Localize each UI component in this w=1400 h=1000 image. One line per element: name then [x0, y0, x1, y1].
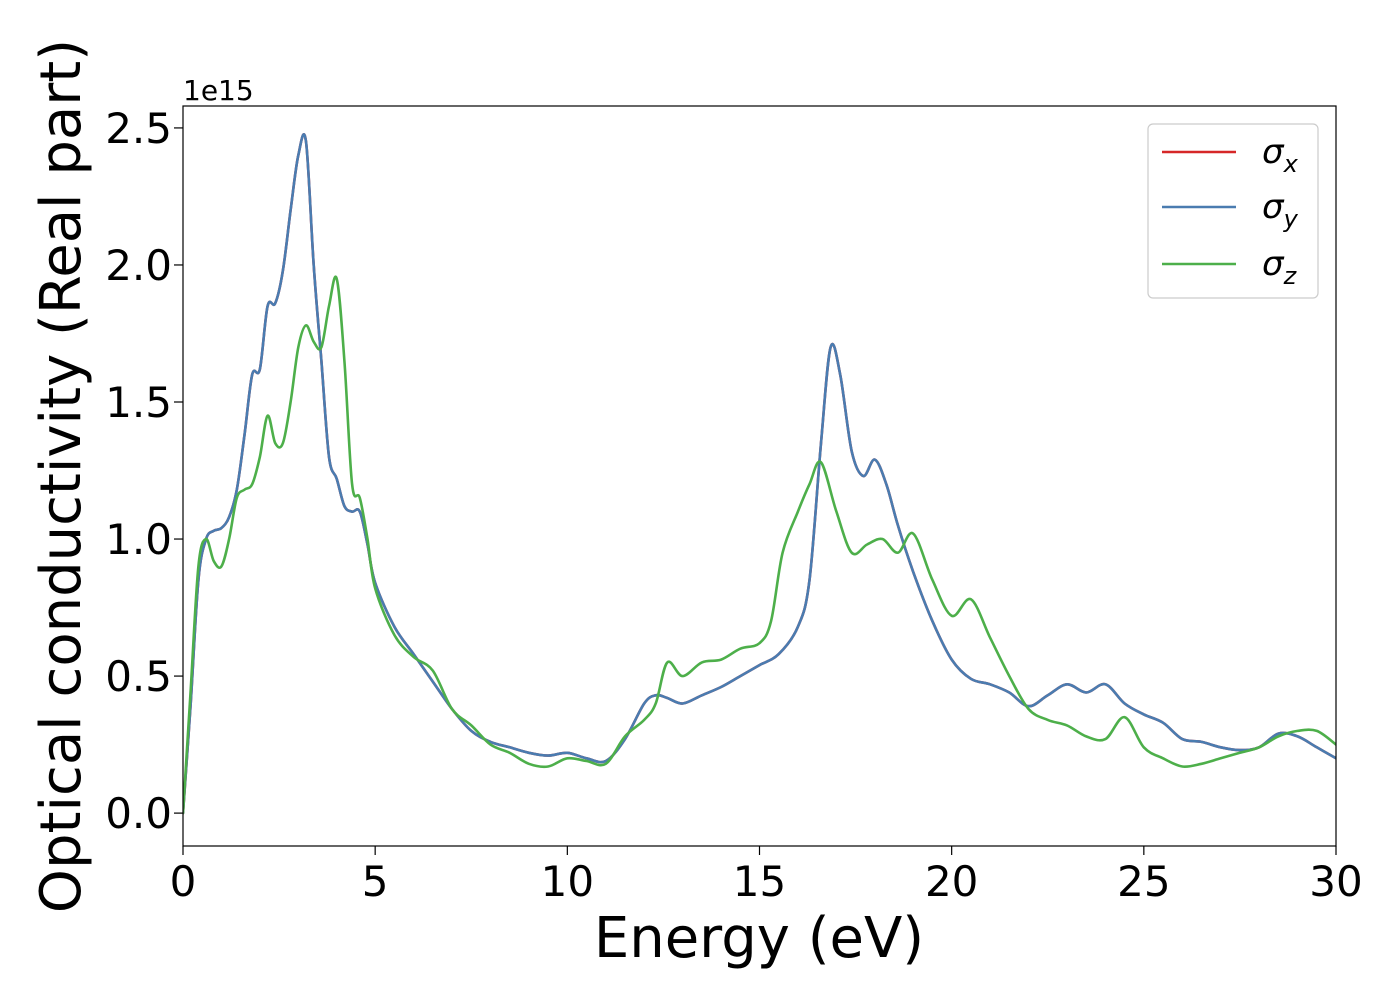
series-line-z — [183, 275, 1336, 815]
legend-label-z: σz — [1262, 244, 1298, 290]
y-tick-label: 1.0 — [105, 515, 172, 564]
x-tick-label: 5 — [362, 857, 389, 906]
y-tick-label: 2.5 — [105, 104, 172, 153]
x-tick-label: 20 — [925, 857, 978, 906]
y-tick-label: 1.5 — [105, 378, 172, 427]
x-tick-label: 30 — [1309, 857, 1362, 906]
legend-label-y: σy — [1262, 187, 1299, 233]
plot-area — [182, 105, 1337, 847]
x-axis-ticks: 0 5 10 15 20 25 30 — [170, 846, 1363, 906]
series-line-y — [183, 133, 1336, 815]
x-axis-label: Energy (eV) — [594, 906, 924, 971]
y-axis-offset-text: 1e15 — [183, 74, 254, 107]
legend-label-x: σx — [1262, 132, 1299, 178]
y-tick-label: 0.5 — [105, 652, 172, 701]
x-tick-label: 0 — [170, 857, 197, 906]
y-tick-label: 0.0 — [105, 789, 172, 838]
legend-box — [1147, 123, 1319, 299]
series-layer — [183, 133, 1336, 815]
y-axis-ticks: 0.0 0.5 1.0 1.5 2.0 2.5 — [105, 104, 183, 838]
legend: σx σy σz — [1147, 123, 1319, 299]
y-tick-label: 2.0 — [105, 241, 172, 290]
x-tick-label: 15 — [733, 857, 786, 906]
x-tick-label: 10 — [541, 857, 594, 906]
x-tick-label: 25 — [1117, 857, 1170, 906]
y-axis-label: Optical conductivity (Real part) — [29, 39, 94, 913]
